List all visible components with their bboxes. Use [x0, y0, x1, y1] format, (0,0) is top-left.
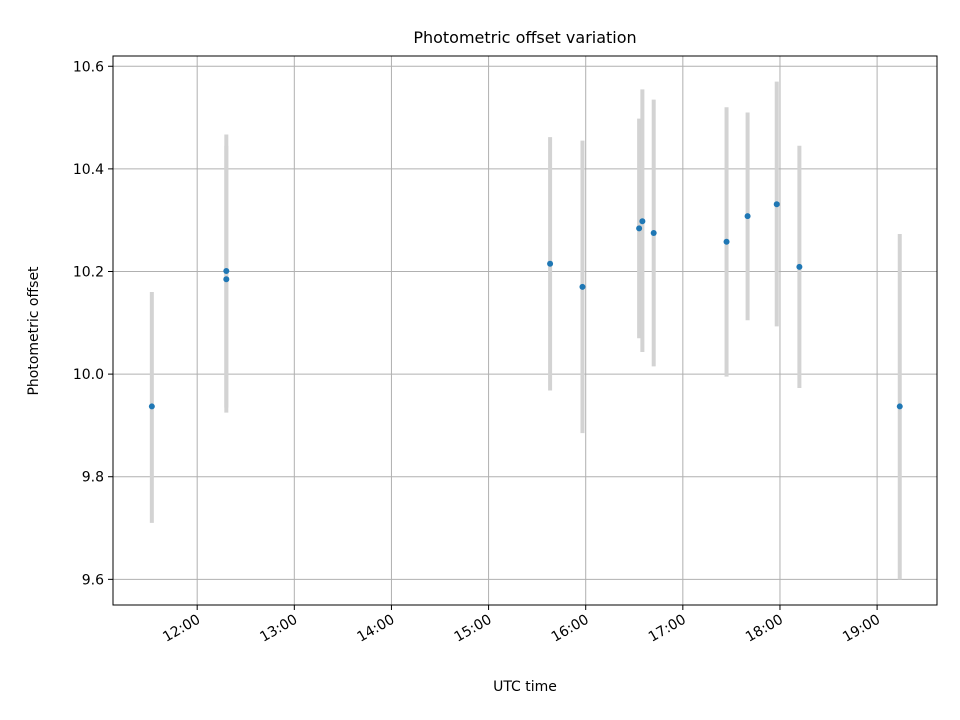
- data-point: [223, 276, 230, 283]
- data-point: [773, 201, 780, 208]
- data-points: [148, 201, 903, 410]
- data-point: [223, 267, 230, 274]
- data-point: [148, 403, 155, 410]
- y-tick-label: 10.0: [73, 367, 104, 383]
- y-tick-label: 10.4: [73, 162, 104, 178]
- data-point: [796, 263, 803, 270]
- data-point: [547, 260, 554, 267]
- chart-title: Photometric offset variation: [413, 28, 636, 47]
- y-tick-label: 10.2: [73, 264, 104, 280]
- x-axis-label: UTC time: [493, 679, 557, 695]
- data-point: [639, 218, 646, 225]
- y-axis-ticks: 9.6 9.8 10.0 10.2 10.4 10.6: [73, 59, 113, 588]
- data-point: [650, 230, 657, 237]
- y-tick-label: 9.6: [82, 572, 104, 588]
- data-point: [636, 225, 643, 232]
- y-tick-label: 9.8: [82, 470, 104, 486]
- plot-frame: [112, 55, 938, 606]
- data-point: [723, 238, 730, 245]
- y-tick-label: 10.6: [73, 59, 104, 75]
- y-axis-label: Photometric offset: [26, 266, 42, 396]
- data-point: [744, 213, 751, 220]
- data-point: [579, 283, 586, 290]
- data-point: [896, 403, 903, 410]
